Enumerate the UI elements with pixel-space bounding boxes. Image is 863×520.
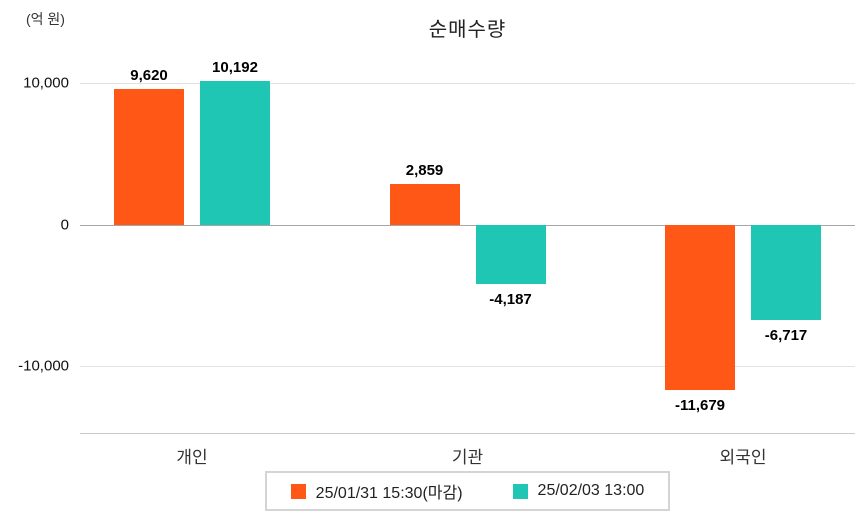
- legend-label-series2: 25/02/03 13:00: [537, 482, 645, 499]
- y-tick-label: 10,000: [23, 74, 69, 92]
- bar-value-label: 2,859: [405, 162, 444, 180]
- y-axis-unit-label: (억 원): [26, 11, 65, 27]
- y-tick-label: 0: [60, 216, 69, 234]
- legend-item-series2: 25/02/03 13:00: [512, 482, 645, 500]
- grid-line: [80, 83, 855, 85]
- bar-value-label: 9,620: [130, 66, 168, 84]
- category-label: 외국인: [719, 448, 767, 467]
- series1-swatch-icon: [290, 483, 306, 499]
- bar: [200, 80, 270, 225]
- chart-title: 순매수량: [428, 19, 507, 41]
- y-tick-label: -10,000: [18, 357, 69, 375]
- bar: [665, 224, 735, 391]
- bar: [475, 224, 546, 285]
- zero-axis-line: [80, 224, 855, 226]
- category-label: 기관: [451, 448, 484, 467]
- legend-item-series1: 25/01/31 15:30(마감): [290, 479, 463, 503]
- bar: [751, 224, 821, 320]
- legend: 25/01/31 15:30(마감) 25/02/03 13:00: [264, 471, 671, 511]
- bar: [114, 88, 184, 225]
- bar-value-label: -6,717: [764, 326, 808, 344]
- bar-value-label: 10,192: [212, 58, 258, 76]
- grid-line: [80, 366, 855, 368]
- series2-swatch-icon: [512, 483, 528, 499]
- bar-value-label: -11,679: [674, 397, 726, 415]
- plot-area: 10,000 0 -10,000 개인 9,620 10,192 기관 2,859 -4,187…: [18, 55, 855, 467]
- legend-label-series1: 25/01/31 15:30(마감): [315, 485, 463, 502]
- bar-value-label: -4,187: [489, 291, 532, 309]
- bar: [389, 184, 460, 225]
- legend-wrap: 25/01/31 15:30(마감) 25/02/03 13:00: [80, 471, 855, 511]
- category-label: 개인: [176, 448, 208, 467]
